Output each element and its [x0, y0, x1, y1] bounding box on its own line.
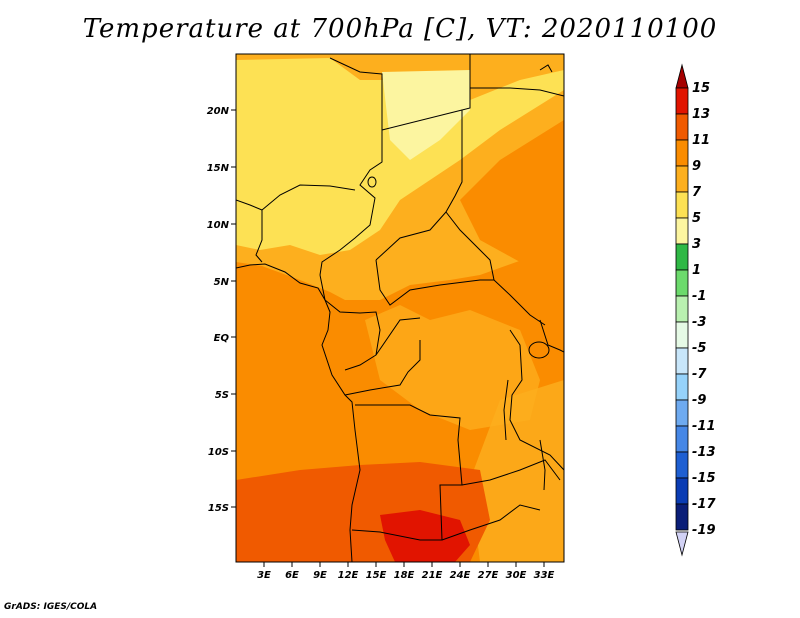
border-nigeria-west — [236, 199, 263, 263]
colorbar-segment — [675, 191, 689, 219]
lat-label-10n: 10N — [207, 220, 230, 231]
colorbar-segment — [675, 321, 689, 349]
border-egypt-sudan — [470, 87, 564, 97]
border-great-lakes — [509, 329, 564, 471]
border-car-congo — [375, 259, 546, 326]
lake-tanganyika — [503, 379, 509, 441]
colorbar-segment — [675, 269, 689, 297]
region-13-15 — [380, 510, 470, 562]
colorbar-segment — [675, 295, 689, 323]
colorbar-label-neg13: -13 — [692, 445, 716, 460]
colorbar-segment — [675, 165, 689, 193]
lat-label-5s: 5S — [215, 390, 229, 401]
colorbar-segment — [675, 503, 689, 531]
border-cameroon-gabon — [319, 274, 381, 371]
colorbar-label-neg19: -19 — [692, 523, 716, 538]
footer-credit: GrADS: IGES/COLA — [4, 602, 98, 612]
colorbar-segment — [675, 139, 689, 167]
colorbar-label-neg5: -5 — [692, 341, 706, 356]
lon-label-9e: 9E — [313, 570, 327, 581]
colorbar-label-1: 1 — [692, 263, 701, 278]
colorbar-segment — [675, 425, 689, 453]
lon-label-33e: 33E — [534, 570, 555, 581]
lakes — [367, 176, 550, 491]
country-borders — [236, 54, 564, 562]
lat-label-5n: 5N — [214, 277, 230, 288]
lat-label-10s: 10S — [208, 447, 229, 458]
colorbar-label-5: 5 — [692, 211, 701, 226]
region-3-5 — [382, 70, 470, 160]
coastline-west — [236, 263, 361, 562]
region-9-11-east — [460, 120, 564, 262]
colorbar-segment — [675, 451, 689, 479]
border-congo-drc — [375, 317, 421, 356]
region-5-7 — [236, 58, 564, 255]
lon-label-6e: 6E — [285, 570, 299, 581]
lat-label-eq: EQ — [214, 333, 230, 344]
colorbar-segment — [675, 217, 689, 245]
lon-label-21e: 21E — [422, 570, 443, 581]
colorbar-segment — [675, 243, 689, 271]
lon-label-18e: 18E — [394, 570, 415, 581]
temperature-field — [236, 54, 564, 562]
lat-label-15n: 15N — [207, 163, 230, 174]
border-libya-chad — [381, 109, 463, 131]
colorbar-bottom-arrow — [675, 531, 689, 557]
colorbar-label-neg15: -15 — [692, 471, 716, 486]
map-frame — [235, 53, 565, 563]
lon-label-24e: 24E — [450, 570, 471, 581]
border-sudan-west — [445, 54, 495, 281]
colorbar-label-13: 13 — [692, 107, 710, 122]
border-zambia — [461, 459, 561, 486]
border-car-north — [375, 211, 447, 261]
lon-label-30e: 30E — [506, 570, 527, 581]
colorbar-label-11: 11 — [692, 133, 710, 148]
colorbar-segment — [675, 347, 689, 375]
lake-malawi — [539, 439, 546, 491]
lon-label-15e: 15E — [366, 570, 387, 581]
latitude-axis: 20N 15N 10N 5N EQ 5S 10S 15S — [207, 106, 236, 514]
coast-sinai — [539, 64, 553, 73]
border-niger-chad — [319, 57, 383, 276]
border-botswana-zimbabwe — [441, 504, 541, 541]
border-uganda-kenya — [539, 319, 564, 353]
lat-label-15s: 15S — [208, 503, 229, 514]
longitude-axis: 3E 6E 9E 12E 15E 18E 21E 24E 27E 30E 33E — [257, 562, 555, 581]
colorbar-label-7: 7 — [692, 185, 702, 200]
lon-label-12e: 12E — [338, 570, 359, 581]
lake-victoria — [528, 341, 550, 359]
lon-label-3e: 3E — [257, 570, 271, 581]
region-7-9-congo — [365, 305, 540, 430]
lat-label-20n: 20N — [207, 106, 230, 117]
border-nigeria-niger — [261, 184, 356, 211]
colorbar-segment — [675, 87, 689, 115]
lon-label-27e: 27E — [478, 570, 499, 581]
colorbar-label-neg9: -9 — [692, 393, 706, 408]
colorbar — [675, 63, 689, 557]
colorbar-segment — [675, 113, 689, 141]
lake-chad — [367, 176, 377, 188]
colorbar-label-9: 9 — [692, 159, 701, 174]
colorbar-segment — [675, 477, 689, 505]
chart-title: Temperature at 700hPa [C], VT: 202011010… — [82, 14, 718, 44]
colorbar-top-arrow — [675, 63, 689, 89]
colorbar-label-neg17: -17 — [692, 497, 716, 512]
colorbar-label-3: 3 — [692, 237, 701, 252]
colorbar-label-neg1: -1 — [692, 289, 706, 304]
colorbar-labels: 15 13 11 9 7 5 3 1 -1 -3 -5 -7 -9 -11 -1… — [692, 81, 716, 538]
colorbar-label-neg11: -11 — [692, 419, 716, 434]
colorbar-label-neg3: -3 — [692, 315, 706, 330]
colorbar-label-neg7: -7 — [692, 367, 707, 382]
colorbar-segment — [675, 373, 689, 401]
border-drc-angola-north — [344, 340, 421, 396]
colorbar-label-15: 15 — [692, 81, 710, 96]
colorbar-segment — [675, 399, 689, 427]
